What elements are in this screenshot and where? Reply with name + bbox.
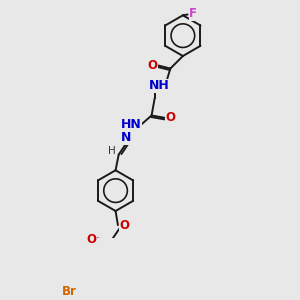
Text: O: O [119, 219, 129, 232]
Text: F: F [189, 7, 197, 20]
Text: O: O [147, 59, 157, 72]
Text: HN: HN [121, 118, 142, 131]
Text: N: N [121, 131, 132, 144]
Text: H: H [108, 146, 116, 157]
Text: NH: NH [149, 79, 170, 92]
Text: Br: Br [62, 285, 77, 298]
Text: O: O [86, 233, 96, 246]
Text: O: O [165, 111, 176, 124]
